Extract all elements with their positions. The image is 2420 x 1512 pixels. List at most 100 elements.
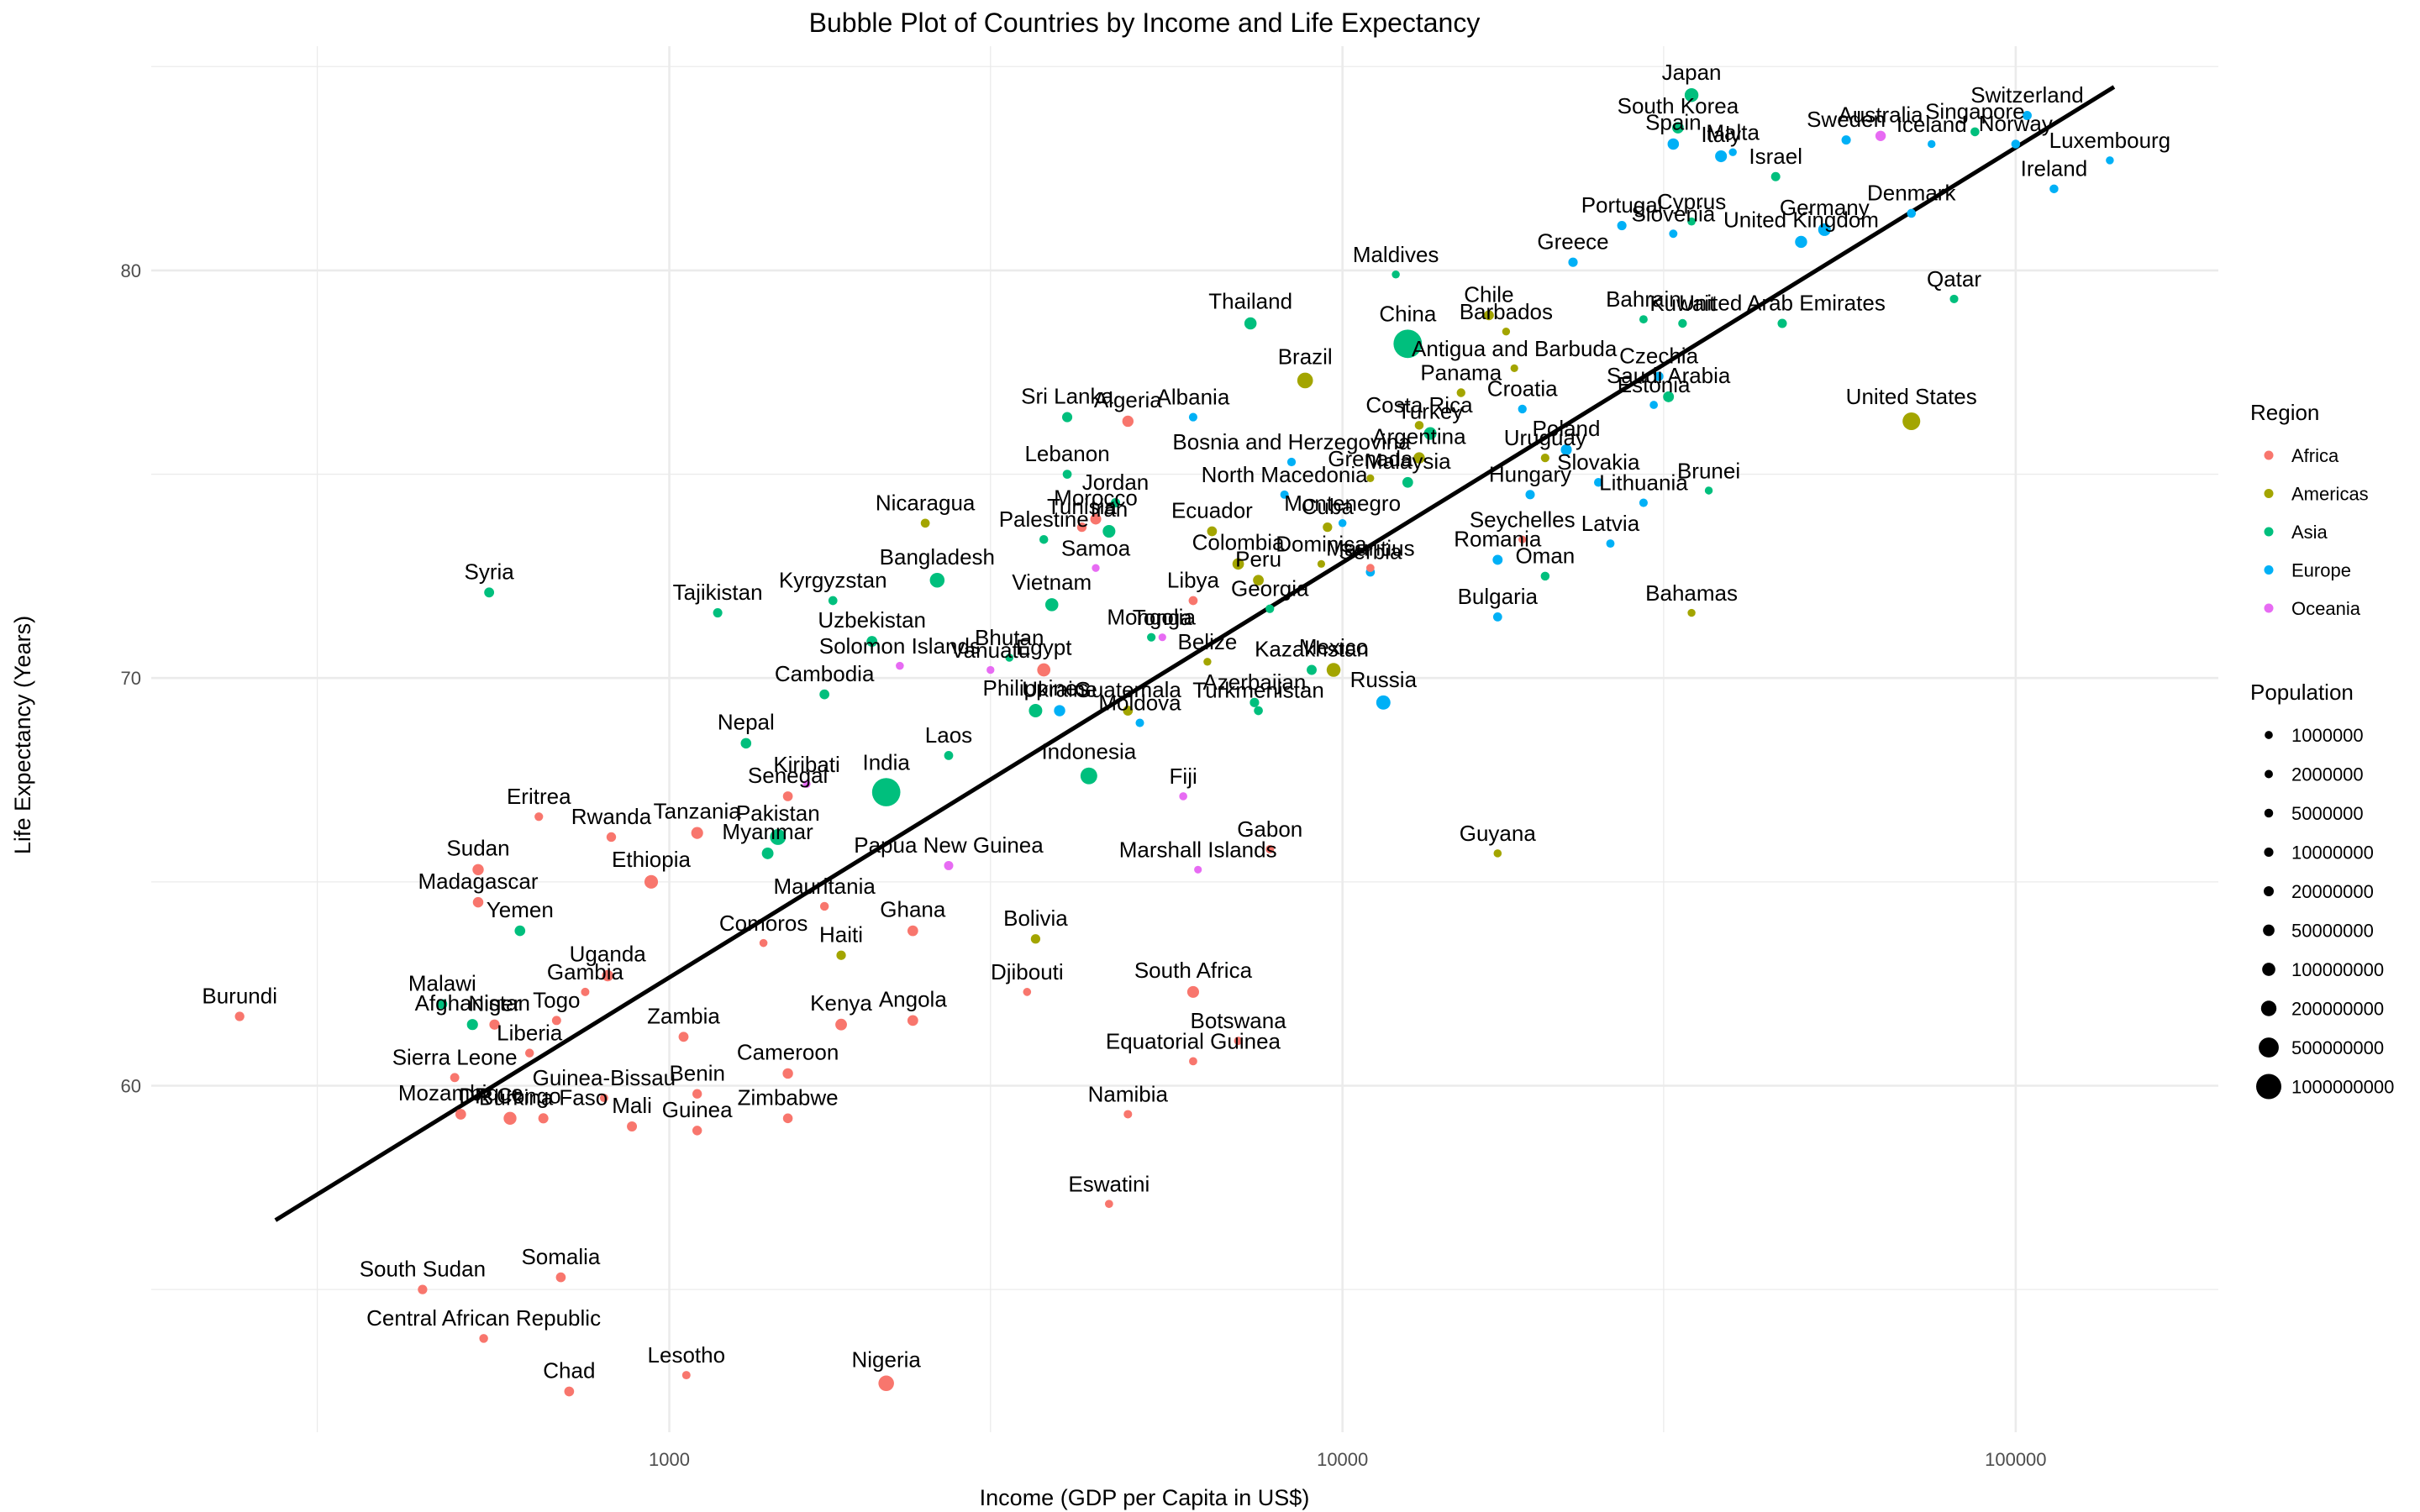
legend: Region Africa Americas Asia Europe Oceania P… (2250, 400, 2394, 1100)
data-label: Georgia (1231, 576, 1309, 601)
data-label: Myanmar (722, 819, 813, 844)
data-point (761, 847, 774, 859)
data-point (1317, 559, 1326, 568)
data-point (1194, 865, 1202, 874)
data-label: Kuwait (1649, 291, 1716, 316)
data-label: Guyana (1460, 821, 1537, 846)
data-label: Fiji (1170, 764, 1197, 789)
data-label: Nepal (718, 710, 775, 735)
data-point (1875, 130, 1886, 141)
data-label: Kiribati (773, 752, 839, 777)
data-label: Portugal (1581, 192, 1663, 218)
data-point (1540, 571, 1550, 581)
data-label: Bangladesh (880, 544, 995, 570)
data-label: Eswatini (1068, 1171, 1150, 1196)
data-label: Zimbabwe (738, 1085, 839, 1110)
data-point (1104, 1200, 1113, 1209)
data-label: Guinea (662, 1097, 733, 1122)
data-point (1663, 391, 1675, 402)
data-label: Spain (1645, 110, 1702, 135)
data-label: Qatar (1927, 266, 1981, 291)
data-label: Albania (1157, 385, 1230, 410)
data-point (1123, 706, 1134, 716)
data-point (1286, 457, 1297, 467)
data-label: Serbia (1339, 539, 1402, 564)
data-label: Philippines (983, 675, 1089, 701)
trend-line-layer (274, 85, 2116, 1222)
data-label: Guinea-Bissau (533, 1065, 676, 1090)
y-tick-label: 80 (121, 260, 141, 281)
population-legend-label: 1000000 (2291, 725, 2364, 746)
data-label: Guatemala (1075, 677, 1182, 702)
data-point (1265, 604, 1275, 613)
x-axis-title: Income (GDP per Capita in US$) (980, 1485, 1310, 1510)
data-point (1770, 171, 1781, 181)
data-label: Gabon (1237, 816, 1302, 842)
region-legend-label: Oceania (2291, 598, 2361, 619)
data-label: Belize (1178, 629, 1238, 654)
data-point (1606, 539, 1615, 549)
data-label: Yemen (487, 897, 554, 922)
data-point (1902, 412, 1921, 431)
data-label: Chad (543, 1358, 595, 1383)
data-label: Senegal (748, 763, 828, 788)
population-legend-key (2265, 769, 2273, 779)
region-legend-key (2264, 489, 2274, 498)
region-legend-key (2264, 603, 2274, 613)
data-point (551, 1016, 561, 1026)
data-label: Egypt (1016, 635, 1072, 660)
data-label: Tajikistan (673, 580, 763, 605)
population-legend-key (2265, 731, 2273, 739)
region-legend-label: Africa (2291, 445, 2339, 466)
data-label: Singapore (1925, 99, 2025, 124)
data-label: Latvia (1581, 511, 1640, 536)
data-point (564, 1386, 575, 1397)
data-point (489, 1019, 500, 1030)
data-label: Papua New Guinea (854, 832, 1044, 858)
data-point (871, 778, 901, 806)
data-point (479, 1334, 488, 1343)
data-label: Saudi Arabia (1607, 363, 1731, 388)
data-point (1777, 318, 1787, 328)
data-point (782, 791, 793, 801)
data-label: Liberia (497, 1020, 563, 1045)
data-point (1037, 663, 1051, 677)
data-point (1179, 792, 1187, 801)
population-legend-key (2264, 808, 2274, 818)
data-label: Jordan (1082, 470, 1150, 495)
data-label: Turkey (1397, 398, 1464, 423)
data-point (1493, 849, 1502, 858)
data-point (944, 751, 954, 760)
data-label: Slovakia (1557, 449, 1640, 475)
data-point (692, 1126, 702, 1136)
data-label: Sierra Leone (392, 1044, 518, 1069)
data-point (1234, 1037, 1243, 1046)
data-label: Samoa (1061, 536, 1131, 561)
data-point (1678, 318, 1687, 328)
data-point (455, 1109, 466, 1120)
data-label: Brazil (1278, 344, 1333, 370)
data-label: DR Congo (459, 1084, 560, 1109)
data-label: Sudan (446, 836, 509, 861)
population-legend-key (2264, 847, 2274, 858)
data-point (1393, 329, 1423, 359)
trend-line (274, 85, 2116, 1222)
data-label: Malawi (408, 970, 476, 995)
data-label: Ecuador (1171, 498, 1253, 523)
data-label: Solomon Islands (819, 633, 981, 659)
population-legend-key (2260, 1000, 2277, 1016)
region-legend-key (2264, 565, 2274, 575)
data-point (1672, 122, 1684, 134)
data-label: Denmark (1867, 181, 1956, 206)
data-point (878, 1375, 894, 1392)
data-point (2011, 139, 2021, 149)
x-tick-label: 1000 (649, 1449, 690, 1470)
data-point (681, 1371, 691, 1380)
data-point (534, 812, 544, 822)
data-point (1090, 513, 1102, 525)
region-legend-label: Europe (2291, 560, 2351, 581)
data-point (1715, 150, 1728, 163)
